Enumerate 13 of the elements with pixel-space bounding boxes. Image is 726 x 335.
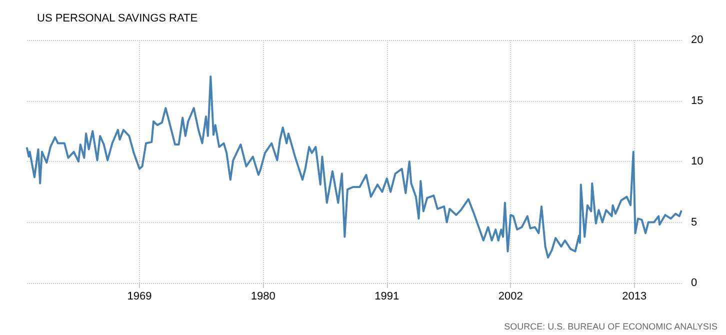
chart-title: US PERSONAL SAVINGS RATE (37, 12, 198, 24)
x-tick-label: 1980 (250, 290, 276, 302)
x-tick-label: 2002 (498, 290, 523, 302)
x-tick-label: 2013 (622, 290, 647, 302)
source-note: SOURCE: U.S. BUREAU OF ECONOMIC ANALYSIS (504, 322, 718, 332)
y-tick-label: 5 (691, 216, 698, 228)
line-series (26, 75, 682, 258)
y-tick-label: 10 (691, 156, 704, 168)
y-tick-label: 15 (691, 94, 704, 107)
x-tick-label: 1991 (374, 290, 400, 302)
y-tick-label: 20 (691, 34, 704, 46)
y-tick-label: 0 (691, 277, 698, 289)
x-tick-label: 1969 (127, 290, 152, 302)
